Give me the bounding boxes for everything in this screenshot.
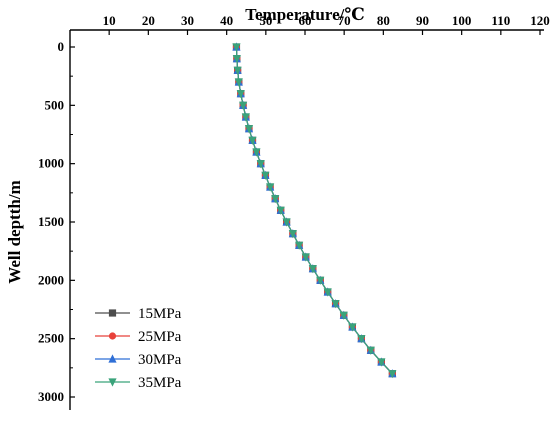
legend-item: 25MPa	[95, 329, 182, 345]
data-point	[234, 78, 243, 87]
y-axis-title: Well deptth/m	[5, 180, 24, 283]
legend: 15MPa 25MPa 30MPa 35MPa	[95, 306, 182, 391]
data-point	[256, 160, 265, 169]
data-point	[276, 206, 285, 215]
data-point	[266, 183, 275, 192]
x-tick-label: 70	[338, 13, 351, 28]
series-line	[235, 46, 393, 375]
data-point	[282, 218, 291, 227]
x-tick-label: 20	[142, 13, 155, 28]
series-30MPa	[232, 42, 397, 378]
data-point	[331, 300, 340, 309]
legend-marker	[108, 354, 117, 363]
legend-item: 35MPa	[95, 375, 182, 391]
data-point	[388, 370, 397, 379]
x-tick-label: 90	[416, 13, 429, 28]
x-tick-label: 60	[299, 13, 312, 28]
data-point	[339, 311, 348, 320]
x-tick-label: 40	[220, 13, 233, 28]
series-25MPa	[232, 43, 396, 378]
data-point	[308, 265, 317, 274]
x-tick-label: 10	[103, 13, 116, 28]
x-tick-label: 30	[181, 13, 194, 28]
x-tick-label: 50	[259, 13, 272, 28]
data-point	[232, 43, 241, 52]
legend-label: 30MPa	[138, 352, 182, 368]
data-point	[233, 66, 242, 75]
y-tick-label: 3000	[38, 389, 64, 404]
data-point	[244, 125, 254, 134]
data-point	[241, 113, 250, 122]
series-layer	[232, 42, 397, 379]
data-point	[271, 195, 280, 204]
x-tick-label: 100	[452, 13, 472, 28]
legend-marker	[108, 309, 117, 317]
data-point	[295, 241, 304, 250]
data-point	[248, 136, 257, 145]
data-point	[301, 253, 310, 262]
data-point	[232, 55, 241, 64]
data-point	[236, 90, 245, 99]
data-point	[357, 335, 366, 344]
x-tick-label: 120	[530, 13, 550, 28]
legend-item: 30MPa	[95, 352, 182, 368]
data-point	[261, 171, 270, 180]
data-point	[239, 101, 248, 110]
data-point	[288, 230, 297, 239]
series-line	[235, 46, 393, 375]
data-point	[348, 323, 357, 332]
legend-label: 35MPa	[138, 375, 182, 391]
axes: 10 20 30 40 50 60 70 80 90 100 110 120 0 500 1000 1500 2…	[38, 13, 550, 410]
x-tick-label: 80	[377, 13, 390, 28]
series-35MPa	[232, 43, 397, 379]
legend-label: 25MPa	[138, 329, 182, 345]
data-point	[316, 276, 325, 285]
y-tick-label: 1500	[38, 214, 64, 229]
series-15MPa	[232, 43, 396, 378]
legend-item: 15MPa	[95, 306, 182, 322]
data-point	[377, 358, 386, 367]
y-tick-label: 1000	[38, 156, 64, 171]
y-tick-label: 0	[58, 39, 65, 54]
series-line	[235, 46, 393, 375]
legend-marker	[108, 378, 117, 387]
x-axis-title: Temperature/℃	[245, 5, 365, 24]
y-tick-label: 500	[45, 97, 65, 112]
legend-marker	[108, 332, 117, 340]
data-point	[252, 148, 261, 157]
series-line	[235, 46, 393, 375]
y-tick-label: 2000	[38, 272, 64, 287]
data-point	[323, 288, 332, 297]
data-point	[366, 346, 375, 355]
y-tick-label: 2500	[38, 331, 64, 346]
legend-label: 15MPa	[138, 306, 182, 322]
x-tick-label: 110	[491, 13, 510, 28]
